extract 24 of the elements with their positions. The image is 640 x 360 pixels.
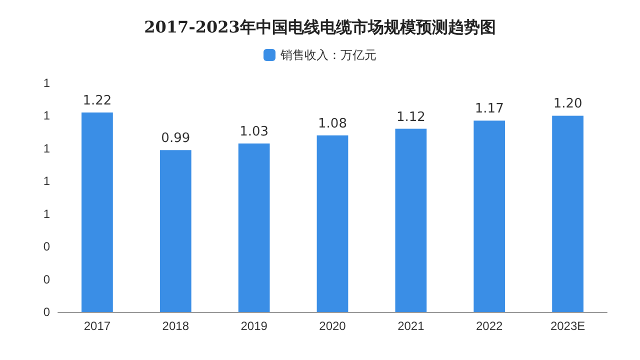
y-tick-label: 1: [43, 108, 50, 123]
x-tick-label: 2018: [162, 319, 190, 333]
legend-label: 销售收入：万亿元: [280, 48, 376, 62]
x-tick-label: 2020: [319, 319, 346, 333]
x-tick-label: 2023E: [550, 319, 586, 333]
text: 1.12: [396, 110, 426, 125]
y-tick-label: 1: [43, 76, 50, 90]
y-tick-label: 1: [43, 141, 50, 156]
y-tick-label: 1: [43, 206, 50, 221]
x-tick-label: 2022: [476, 319, 504, 333]
x-tick-label: 2017: [84, 319, 111, 333]
text: 1.03: [240, 124, 269, 140]
y-tick-label: 1: [43, 174, 50, 188]
chart-title: 2017-2023年中国电线电缆市场规模预测趋势图: [144, 18, 496, 36]
text: 1.17: [474, 102, 504, 117]
y-tick-label: 0: [43, 305, 50, 319]
x-tick-label: 2019: [240, 319, 268, 333]
text: 1.08: [318, 116, 347, 132]
x-tick-label: 2021: [398, 319, 425, 333]
text: 1.20: [553, 96, 582, 112]
y-tick-label: 0: [43, 240, 50, 254]
text: 1.22: [82, 93, 112, 108]
y-tick-label: 0: [43, 272, 50, 286]
text: 0.99: [161, 131, 190, 146]
